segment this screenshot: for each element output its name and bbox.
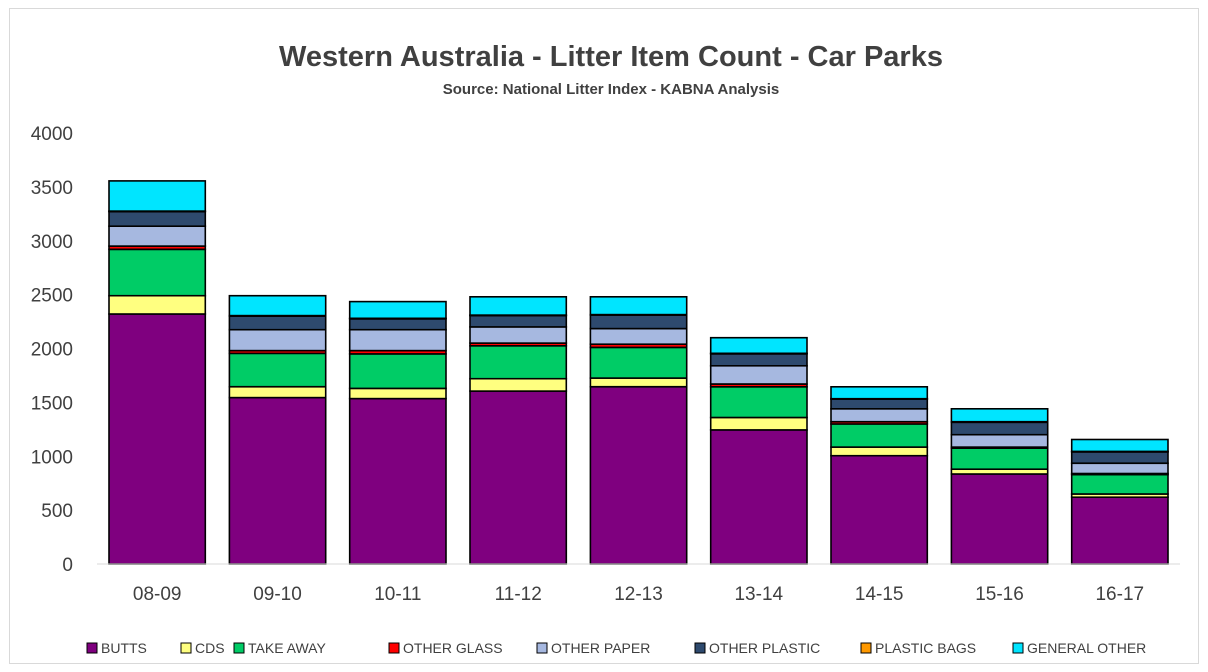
- bar-segment-take-away: [108, 248, 207, 297]
- bar-segment-take-away: [950, 447, 1049, 471]
- bar-segment-take-away: [1070, 473, 1169, 495]
- chart-subtitle: Source: National Litter Index - KABNA An…: [443, 81, 779, 98]
- x-tick-label: 14-15: [855, 584, 904, 605]
- bar-segment-take-away: [228, 352, 327, 388]
- legend-label: OTHER PLASTIC: [709, 640, 820, 656]
- bar-segment-cds: [228, 385, 327, 399]
- legend-label: OTHER GLASS: [403, 640, 503, 656]
- bar-segment-cds: [589, 377, 688, 388]
- legend-swatch: [694, 642, 706, 654]
- bar-segment-other-paper: [589, 327, 688, 346]
- y-tick-label: 2500: [31, 286, 73, 307]
- y-tick-label: 2000: [31, 340, 73, 361]
- legend-swatch: [860, 642, 872, 654]
- bar-segment-butts: [108, 313, 207, 565]
- legend-label: OTHER PAPER: [551, 640, 650, 656]
- legend-swatch: [536, 642, 548, 654]
- x-tick-label: 09-10: [253, 584, 302, 605]
- bar-segment-butts: [709, 429, 808, 565]
- bar-segment-general-other: [709, 336, 808, 355]
- bar-segment-other-plastic: [469, 314, 568, 328]
- x-tick-label: 11-12: [495, 584, 542, 605]
- bar-segment-general-other: [589, 295, 688, 316]
- bar-segment-other-paper: [469, 326, 568, 344]
- bar-segment-other-paper: [228, 328, 327, 352]
- legend-label: GENERAL OTHER: [1027, 640, 1146, 656]
- legend-label: BUTTS: [101, 640, 147, 656]
- bar-segment-butts: [950, 473, 1049, 565]
- legend-swatch: [1012, 642, 1024, 654]
- bars: [108, 180, 1169, 565]
- bar-segment-other-paper: [1070, 462, 1169, 475]
- x-tick-label: 12-13: [614, 584, 663, 605]
- bar-segment-butts: [830, 454, 929, 565]
- bar-segment-general-other: [469, 295, 568, 316]
- bar-segment-general-other: [228, 294, 327, 317]
- bar-segment-take-away: [348, 353, 447, 390]
- y-tick-label: 1000: [31, 447, 73, 468]
- bar-segment-other-plastic: [108, 210, 207, 227]
- bar-segment-cds: [709, 416, 808, 431]
- x-axis: 08-09 09-10 10-11 11-12 12-13 13-14 14-15 15-16…: [97, 563, 1180, 605]
- bar-segment-take-away: [589, 346, 688, 379]
- y-tick-label: 500: [41, 501, 73, 522]
- bar-segment-other-plastic: [589, 314, 688, 330]
- bar-segment-cds: [348, 387, 447, 400]
- bar-segment-other-plastic: [830, 398, 929, 410]
- bar-segment-butts: [469, 390, 568, 565]
- chart-title: Western Australia - Litter Item Count - …: [279, 41, 943, 73]
- bar-segment-cds: [830, 446, 929, 457]
- legend-label: TAKE AWAY: [248, 640, 326, 656]
- bar-segment-take-away: [709, 385, 808, 419]
- bar-segment-general-other: [950, 407, 1049, 423]
- legend-swatch: [388, 642, 400, 654]
- bar-segment-other-paper: [830, 407, 929, 423]
- bar-segment-other-paper: [108, 225, 207, 247]
- bar-segment-general-other: [348, 300, 447, 320]
- x-tick-label: 10-11: [374, 584, 421, 605]
- x-tick-label: 13-14: [734, 584, 783, 605]
- bar-segment-other-paper: [348, 328, 447, 352]
- x-tick-label: 15-16: [975, 584, 1024, 605]
- bar-segment-other-paper: [950, 433, 1049, 448]
- bar-segment-take-away: [469, 344, 568, 380]
- legend-label: CDS: [195, 640, 225, 656]
- bar-segment-cds: [469, 377, 568, 392]
- bar-segment-other-plastic: [348, 318, 447, 331]
- legend-swatch: [233, 642, 245, 654]
- bar-segment-cds: [108, 294, 207, 315]
- bar-segment-butts: [1070, 496, 1169, 565]
- bar-segment-butts: [348, 397, 447, 565]
- bar-segment-general-other: [1070, 438, 1169, 453]
- bar-segment-butts: [228, 396, 327, 565]
- x-tick-label: 16-17: [1095, 584, 1144, 605]
- bar-segment-other-plastic: [950, 421, 1049, 436]
- legend: BUTTS CDS TAKE AWAY OTHER GLASS OTHER PAPER O…: [86, 640, 1146, 656]
- y-tick-label: 1500: [31, 393, 73, 414]
- bar-segment-other-plastic: [709, 353, 808, 367]
- y-tick-label: 3000: [31, 232, 73, 253]
- legend-swatch: [180, 642, 192, 654]
- legend-label: PLASTIC BAGS: [875, 640, 976, 656]
- bar-segment-other-plastic: [1070, 451, 1169, 464]
- y-axis: 0 500 1000 1500 2000 2500 3000 3500 4000: [31, 124, 73, 576]
- bar-segment-butts: [589, 385, 688, 565]
- y-tick-label: 0: [62, 555, 73, 576]
- bar-segment-other-paper: [709, 364, 808, 385]
- bar-segment-general-other: [108, 180, 207, 212]
- legend-swatch: [86, 642, 98, 654]
- bar-segment-general-other: [830, 385, 929, 400]
- bar-segment-other-plastic: [228, 315, 327, 331]
- y-tick-label: 4000: [31, 124, 73, 145]
- y-tick-label: 3500: [31, 178, 73, 199]
- x-tick-label: 08-09: [133, 584, 182, 605]
- bar-segment-take-away: [830, 423, 929, 448]
